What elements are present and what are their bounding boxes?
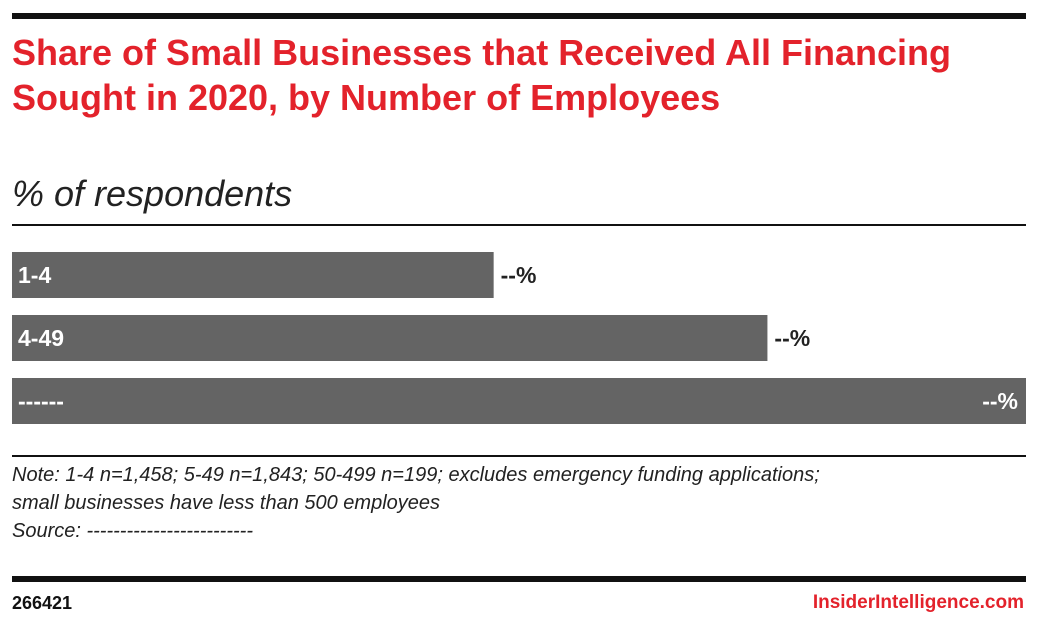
brand-link[interactable]: InsiderIntelligence.com — [812, 592, 1024, 613]
bar-2 — [12, 378, 1026, 424]
note-line-2: small businesses have less than 500 empl… — [12, 492, 441, 514]
header-divider — [12, 224, 1026, 226]
chart-title: Share of Small Businesses that Received … — [12, 32, 951, 118]
note-line-1: Note: 1-4 n=1,458; 5-49 n=1,843; 50-499 … — [12, 464, 820, 486]
bar-0 — [12, 252, 494, 298]
notes-divider — [12, 455, 1026, 457]
bar-1 — [12, 315, 768, 361]
value-label-2: --% — [982, 388, 1018, 414]
category-label-1: 4-49 — [18, 325, 64, 351]
bar-chart: 1-4 --% 4-49 --% ------ --% — [12, 252, 1026, 424]
value-label-1: --% — [774, 325, 810, 351]
bottom-rule — [12, 576, 1026, 582]
chart-notes: Note: 1-4 n=1,458; 5-49 n=1,843; 50-499 … — [12, 461, 1022, 545]
source-line: Source: ------------------------- — [12, 520, 253, 542]
category-label-0: 1-4 — [18, 262, 51, 288]
chart-id: 266421 — [12, 593, 73, 613]
chart-subtitle: % of respondents — [12, 173, 293, 214]
value-label-0: --% — [501, 262, 537, 288]
category-label-2: ------ — [18, 388, 64, 414]
top-rule — [12, 13, 1026, 19]
